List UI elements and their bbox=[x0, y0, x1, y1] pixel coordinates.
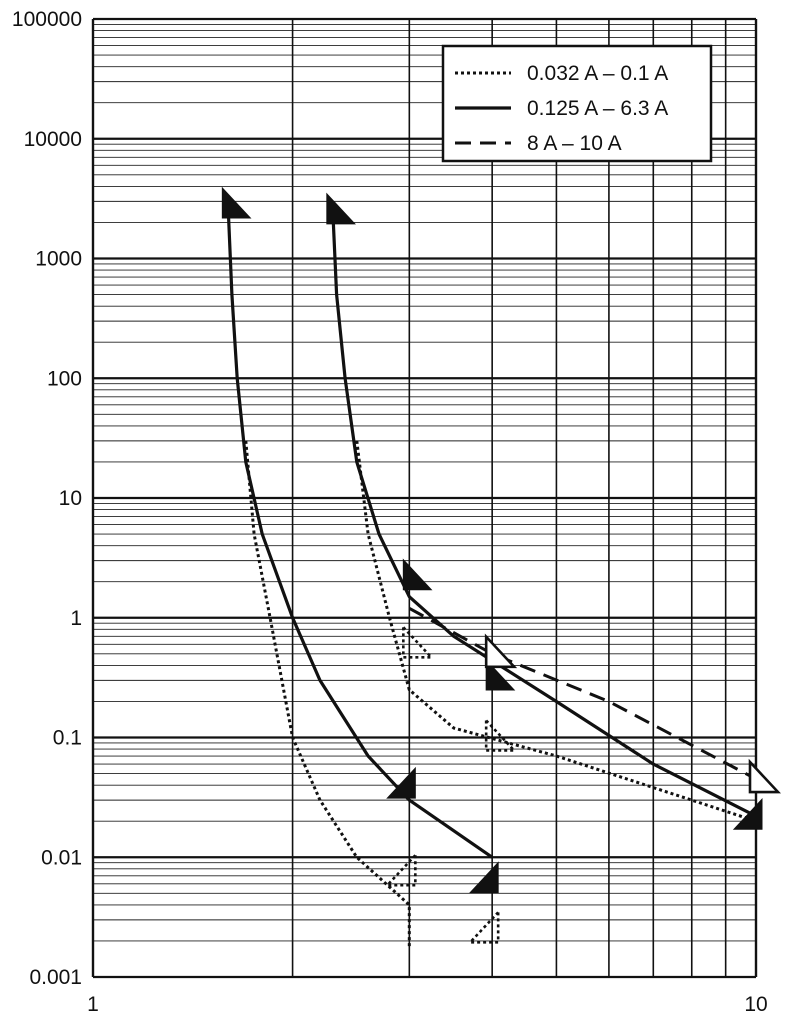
legend-label: 8 A – 10 A bbox=[527, 132, 622, 155]
marker-triangle-open bbox=[748, 758, 781, 794]
series-line-dotted-upper bbox=[355, 440, 757, 823]
marker-layer bbox=[221, 186, 781, 944]
legend: 0.032 A – 0.1 A 0.125 A – 6.3 A 8 A – 10 A bbox=[441, 44, 713, 163]
marker-triangle-filled bbox=[326, 192, 356, 225]
marker-triangle-dotted bbox=[402, 624, 435, 659]
y-tick-label: 1 bbox=[70, 607, 82, 630]
marker-triangle-dotted bbox=[467, 909, 500, 944]
y-tick-label: 100000 bbox=[12, 8, 82, 31]
legend-label: 0.032 A – 0.1 A bbox=[527, 62, 668, 85]
marker-triangle-dotted bbox=[384, 851, 417, 887]
series-layer bbox=[226, 210, 757, 947]
y-tick-label: 100 bbox=[47, 367, 82, 390]
series-line-dashed-upper bbox=[408, 606, 757, 781]
y-tick-label: 10 bbox=[59, 487, 82, 510]
marker-triangle-filled bbox=[732, 797, 763, 830]
marker-triangle-open bbox=[484, 633, 518, 669]
series-line-solid-upper bbox=[331, 210, 757, 818]
y-tick-label: 0.1 bbox=[53, 727, 82, 750]
x-tick-label: 10 bbox=[744, 993, 767, 1016]
marker-triangle-dotted bbox=[484, 717, 518, 752]
marker-triangle-filled bbox=[469, 861, 499, 894]
y-tick-label: 0.01 bbox=[41, 846, 82, 869]
y-tick-label: 0.001 bbox=[29, 966, 82, 989]
series-line-dotted-lower bbox=[244, 440, 411, 947]
marker-triangle-filled bbox=[221, 186, 252, 219]
legend-label: 0.125 A – 6.3 A bbox=[527, 97, 668, 120]
y-tick-label: 1000 bbox=[35, 248, 82, 271]
marker-triangle-filled bbox=[386, 766, 416, 799]
x-tick-label: 1 bbox=[87, 993, 99, 1016]
marker-triangle-filled bbox=[402, 558, 433, 591]
series-line-solid-lower bbox=[226, 210, 494, 859]
y-tick-label: 10000 bbox=[24, 128, 82, 151]
